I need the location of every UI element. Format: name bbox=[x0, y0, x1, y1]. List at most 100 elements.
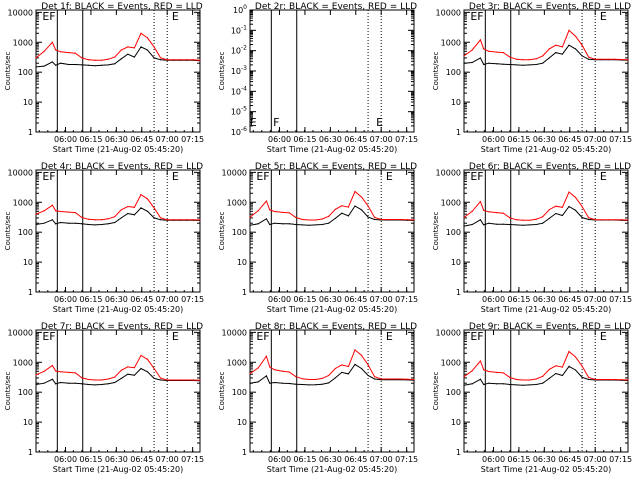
panel-det-9: Det 9r: BLACK = Events, RED = LLD1000010… bbox=[432, 322, 632, 474]
series-lld-point bbox=[55, 370, 57, 372]
series-lld-point bbox=[308, 378, 310, 381]
series-events-point bbox=[548, 377, 550, 379]
series-lld-point bbox=[483, 209, 485, 211]
series-lld-point bbox=[55, 49, 57, 51]
x-tick-label: 06:30 bbox=[319, 135, 342, 144]
series-events-point bbox=[360, 209, 363, 211]
series-events-point bbox=[374, 378, 376, 380]
series-events-point bbox=[68, 222, 70, 224]
series-events-point bbox=[120, 58, 122, 60]
x-tick-label: 06:00 bbox=[482, 135, 505, 144]
y-tick-label: 1000 bbox=[13, 198, 33, 207]
y-axis-label: Counts/sec bbox=[4, 212, 12, 251]
series-lld-point bbox=[555, 44, 557, 46]
series-lld-point bbox=[274, 369, 276, 371]
y-tick-label: 10000 bbox=[436, 168, 461, 177]
series-lld-point bbox=[535, 378, 537, 380]
series-lld-point bbox=[160, 377, 162, 379]
series-lld-point bbox=[315, 378, 317, 381]
series-events-point bbox=[496, 63, 498, 65]
series-lld-point bbox=[35, 57, 37, 59]
series-lld-point bbox=[94, 219, 96, 221]
series-lld-point bbox=[160, 217, 162, 219]
series-lld-point bbox=[282, 370, 284, 372]
series-lld-point bbox=[367, 364, 369, 366]
y-tick-label: 1 bbox=[242, 448, 247, 457]
series-events-point bbox=[81, 64, 83, 66]
series-lld-point bbox=[68, 211, 70, 213]
x-axis-label: Start Time (21-Aug-02 05:45:20) bbox=[481, 465, 612, 474]
series-lld-point bbox=[387, 378, 389, 380]
series-lld-point bbox=[35, 374, 37, 376]
series-events-point bbox=[60, 221, 62, 224]
series-lld-point bbox=[81, 216, 83, 219]
series-lld-point bbox=[120, 209, 122, 211]
event-marker-e: E bbox=[42, 10, 49, 23]
series-lld-point bbox=[321, 218, 323, 220]
series-lld-point bbox=[574, 356, 577, 358]
series-events-point bbox=[87, 64, 90, 66]
series-lld-point bbox=[594, 219, 596, 221]
series-lld-point bbox=[620, 58, 623, 61]
series-lld-point bbox=[479, 201, 481, 203]
series-events-point bbox=[496, 223, 498, 225]
series-events-point bbox=[133, 374, 135, 376]
series-events-point bbox=[87, 223, 90, 226]
series-events-point bbox=[114, 381, 116, 384]
series-events-point bbox=[68, 63, 70, 66]
event-marker-e: E bbox=[470, 330, 477, 343]
series-events-point bbox=[509, 223, 511, 226]
series-lld-point bbox=[479, 39, 481, 41]
series-lld-point bbox=[588, 56, 590, 58]
x-tick-label: 06:30 bbox=[533, 455, 556, 464]
series-lld-point bbox=[627, 379, 629, 381]
x-tick-label: 06:30 bbox=[105, 295, 128, 304]
series-events-point bbox=[269, 223, 271, 226]
event-marker-e: E bbox=[600, 170, 607, 183]
series-events-point bbox=[581, 376, 583, 378]
series-lld-point bbox=[173, 59, 175, 61]
series-events-point bbox=[574, 369, 577, 371]
series-events-point bbox=[295, 383, 297, 385]
panel-det-8: Det 8r: BLACK = Events, RED = LLD1000010… bbox=[218, 322, 418, 474]
series-lld-point bbox=[186, 219, 188, 221]
series-events-point bbox=[588, 378, 590, 381]
event-marker-e: E bbox=[386, 170, 393, 183]
series-events-point bbox=[257, 381, 259, 383]
series-events-point bbox=[328, 382, 330, 384]
plot-frame bbox=[249, 169, 415, 293]
y-tick-label: 10000 bbox=[436, 8, 461, 17]
series-lld-point bbox=[133, 367, 135, 369]
series-lld-point bbox=[81, 377, 83, 379]
x-tick-label: 06:15 bbox=[293, 295, 316, 304]
series-lld-point bbox=[74, 372, 76, 374]
y-axis-label: Counts/sec bbox=[432, 52, 440, 91]
series-events-point bbox=[354, 205, 356, 207]
series-lld-line bbox=[463, 29, 629, 61]
series-events-point bbox=[535, 223, 537, 226]
y-tick-label: 10000 bbox=[8, 328, 33, 337]
series-events-point bbox=[51, 219, 54, 221]
series-lld-point bbox=[607, 378, 609, 381]
series-events-point bbox=[561, 53, 564, 55]
series-events-point bbox=[295, 223, 297, 226]
series-lld-point bbox=[542, 216, 544, 218]
event-marker-e: E bbox=[250, 116, 257, 129]
series-events-point bbox=[334, 377, 336, 379]
series-events-point bbox=[94, 224, 96, 226]
event-marker-e: E bbox=[172, 170, 179, 183]
event-marker-e: E bbox=[256, 170, 263, 183]
series-lld-point bbox=[561, 366, 564, 368]
x-tick-label: 07:00 bbox=[156, 135, 179, 144]
series-lld-point bbox=[555, 205, 557, 207]
series-events-point bbox=[74, 222, 76, 224]
series-lld-point bbox=[529, 379, 531, 381]
series-lld-point bbox=[380, 218, 382, 221]
y-tick-label: 1 bbox=[28, 448, 33, 457]
series-events-point bbox=[502, 223, 504, 225]
panel-det-1: Det 1f: BLACK = Events, RED = LLD1000010… bbox=[4, 2, 204, 154]
x-axis-label: Start Time (21-Aug-02 05:45:20) bbox=[267, 305, 398, 314]
event-marker-f: F bbox=[477, 10, 483, 23]
series-events-point bbox=[555, 52, 557, 54]
series-events-point bbox=[94, 65, 96, 67]
